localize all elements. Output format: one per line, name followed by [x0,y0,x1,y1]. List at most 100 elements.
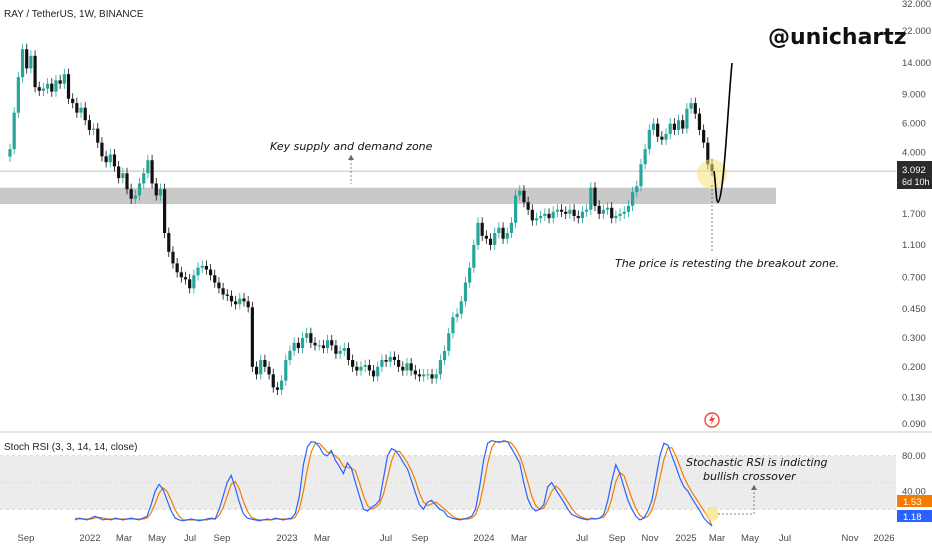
candle-body [518,190,522,196]
candle-body [384,360,388,362]
candle-body [87,120,91,130]
candle-body [422,374,426,377]
candle-body [463,282,468,302]
candle-body [668,123,672,134]
time-tick-label: Mar [314,533,330,544]
candle-body [685,108,689,129]
candle-body [267,366,271,375]
candle-body [229,295,234,302]
price-axis[interactable] [896,0,932,550]
time-tick-label: May [148,533,166,544]
candle-body [643,149,647,165]
candle-body [689,103,693,109]
candle-body [317,345,321,347]
candle-body [472,244,476,268]
candle-body [25,49,29,69]
candle-body [367,365,371,371]
candle-body [355,366,359,371]
candle-body [188,279,192,289]
candle-body [413,370,417,375]
candle-body [585,209,589,212]
candle-body [292,342,296,351]
stoch-rsi-axis-ticks: 80.00 40.00 [902,451,926,498]
price-tick-label: 1.700 [902,209,926,220]
candle-body [263,360,267,367]
time-tick-label: Jul [779,533,791,544]
candle-body [438,360,442,375]
candle-body [154,183,158,196]
candle-body [250,307,254,367]
candle-body [208,269,213,276]
rsi-annotation-line2: bullish crossover [703,470,797,483]
candle-body [309,333,313,343]
price-tick-label: 4.000 [902,148,926,159]
candle-body [493,233,497,245]
candle-body [179,272,183,278]
price-tick-label: 0.130 [902,393,926,404]
time-tick-label: Sep [18,533,35,544]
stoch-rsi-d-line [74,441,713,526]
candle-body [163,189,167,234]
symbol-title: RAY / TetherUS, 1W, BINANCE [4,9,144,20]
candle-body [618,213,622,216]
candle-body [488,238,493,245]
candle-body [651,123,656,130]
candle-body [505,233,509,239]
candle-body [275,387,280,390]
crossover-marker [705,507,719,521]
candle-body [442,350,447,361]
candle-body [254,366,259,375]
candle-body [71,98,75,104]
candle-body [225,294,229,296]
candle-body [547,213,551,219]
time-tick-label: 2026 [873,533,894,544]
k-value-tag [897,510,932,522]
time-tick-label: 2022 [79,533,100,544]
candle-body [112,154,117,167]
candle-body [217,282,221,289]
candle-body [91,128,96,130]
candle-body [522,190,526,203]
time-tick-label: Jul [576,533,588,544]
candle-body [100,142,104,157]
candle-body [117,166,121,179]
candle-body [455,313,459,318]
candle-body [426,374,430,376]
candle-body [46,83,50,89]
candle-body [33,55,37,88]
candle-body [204,265,208,270]
candle-body [62,74,66,84]
candle-body [171,251,175,264]
candle-body [129,189,133,199]
candle-body [104,156,108,163]
lightning-icon[interactable] [704,412,720,428]
candle-body [83,107,87,121]
candle-body [601,209,605,214]
time-tick-label: Jul [380,533,392,544]
candle-body [676,120,681,130]
candle-body [605,207,610,210]
candle-body [183,277,188,280]
candle-body [371,370,376,377]
candle-body [610,207,614,219]
candle-body [12,112,16,150]
time-tick-label: 2023 [276,533,297,544]
candle-body [568,209,572,214]
candle-body [50,83,54,92]
candle-body [539,215,543,219]
candle-body [409,363,413,371]
candle-body [580,211,585,219]
price-tick-label: 0.700 [902,272,926,283]
price-tick-label: 14.000 [902,58,931,69]
candle-body [146,160,150,174]
price-tick-label: 6.000 [902,119,926,130]
candle-body [664,133,668,140]
candle-body [434,374,438,379]
supply-demand-zone [0,187,776,205]
candle-body [325,340,330,349]
candle-body [589,187,593,210]
price-tick-label: 32.000 [902,0,931,10]
candle-body [142,173,146,184]
candle-body [259,360,263,375]
candle-body [125,173,129,190]
